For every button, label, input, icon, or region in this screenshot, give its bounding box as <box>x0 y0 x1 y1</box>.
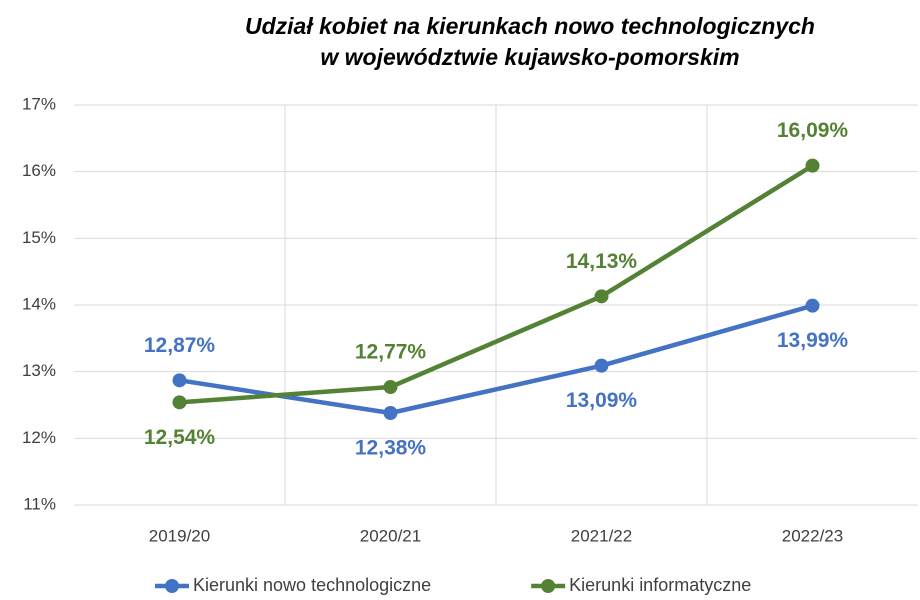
data-point <box>594 358 609 373</box>
data-label: 12,77% <box>355 341 427 364</box>
y-tick-label: 16% <box>22 161 56 180</box>
chart-title: Udział kobiet na kierunkach nowo technol… <box>245 13 815 39</box>
data-label: 14,13% <box>566 250 638 273</box>
y-tick-label: 15% <box>22 228 56 247</box>
data-label: 12,38% <box>355 437 427 460</box>
x-tick-label: 2020/21 <box>360 526 421 545</box>
data-point <box>383 406 398 420</box>
y-tick-label: 12% <box>22 428 56 447</box>
data-point <box>594 289 609 304</box>
legend-label: Kierunki nowo technologiczne <box>193 575 431 595</box>
legend-marker <box>165 579 179 593</box>
legend-label: Kierunki informatyczne <box>569 575 751 595</box>
y-tick-label: 11% <box>23 494 56 513</box>
legend-marker <box>541 579 556 593</box>
data-point <box>805 158 820 173</box>
data-point <box>805 298 820 313</box>
data-point <box>172 395 187 410</box>
data-label: 13,09% <box>566 389 638 412</box>
y-tick-label: 17% <box>22 94 56 113</box>
data-point <box>172 373 187 388</box>
chart-title: w województwie kujawsko-pomorskim <box>320 44 739 70</box>
data-point <box>383 380 398 394</box>
data-label: 16,09% <box>777 119 849 142</box>
data-label: 12,87% <box>144 334 216 357</box>
data-label: 13,99% <box>777 329 849 352</box>
x-tick-label: 2022/23 <box>782 526 843 545</box>
x-tick-label: 2021/22 <box>571 526 632 545</box>
x-tick-label: 2019/20 <box>149 526 210 545</box>
y-tick-label: 13% <box>22 361 56 380</box>
series-line <box>179 163 814 405</box>
y-tick-label: 14% <box>22 294 56 313</box>
data-label: 12,54% <box>144 426 216 449</box>
